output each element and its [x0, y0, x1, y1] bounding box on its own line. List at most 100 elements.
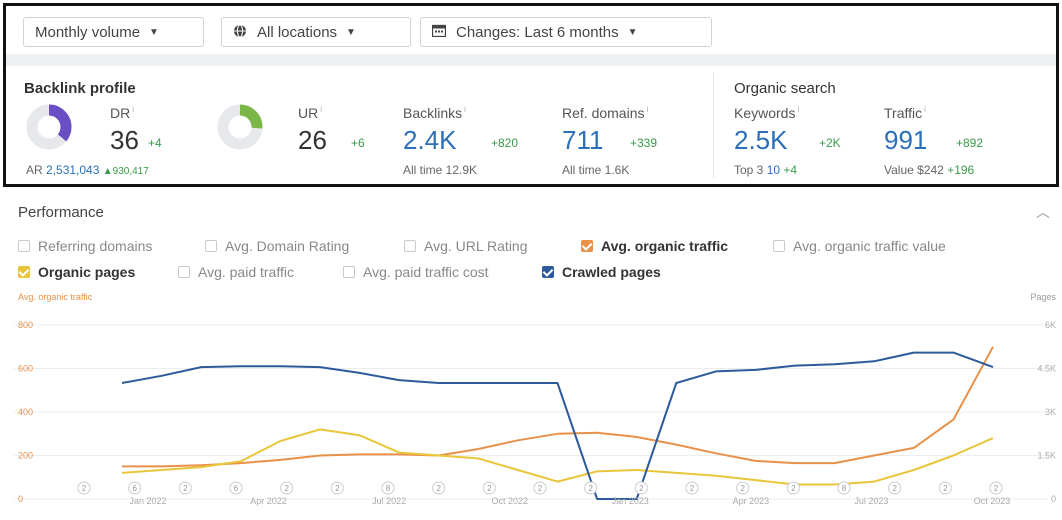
legend-label: Avg. organic traffic: [601, 238, 729, 254]
monthly-volume-dropdown[interactable]: Monthly volume ▼: [23, 17, 204, 47]
keywords-label: Keywords i: [734, 105, 800, 121]
ref-domains-delta: +339: [630, 136, 658, 150]
info-icon[interactable]: i: [132, 105, 135, 115]
annotation-marker-label: 2: [639, 484, 644, 493]
annotation-marker: [584, 481, 598, 495]
info-icon[interactable]: i: [646, 105, 649, 115]
y-right-tick-label: 0: [1051, 494, 1056, 504]
annotation-marker: [634, 481, 648, 495]
annotation-marker: [432, 481, 446, 495]
legend-item-avg-paid-traffic-cost[interactable]: Avg. paid traffic cost: [343, 264, 489, 280]
annotation-marker: [280, 481, 294, 495]
chevron-up-icon[interactable]: ︿: [1036, 204, 1050, 220]
locations-label: All locations: [257, 23, 338, 41]
annotation-marker-label: 2: [284, 484, 289, 493]
performance-title: Performance: [18, 204, 104, 221]
globe-icon: [233, 24, 247, 41]
y-right-tick-label: 6K: [1045, 320, 1056, 330]
checkbox-checked-icon[interactable]: [18, 266, 30, 278]
annotation-marker: [685, 481, 699, 495]
annotation-marker-label: 2: [183, 484, 188, 493]
top3-row: Top 3 10 +4: [734, 163, 797, 177]
annotation-marker: [381, 481, 395, 495]
annotation-marker-label: 2: [588, 484, 593, 493]
legend-item-organic-pages[interactable]: Organic pages: [18, 264, 135, 280]
annotation-marker: [736, 481, 750, 495]
x-tick-label: Apr 2023: [733, 496, 770, 506]
checkbox-icon[interactable]: [404, 240, 416, 252]
annotation-marker-label: 2: [82, 484, 87, 493]
dr-donut: [26, 104, 72, 150]
right-axis-title: Pages: [1030, 292, 1056, 302]
left-axis-title: Avg. organic traffic: [18, 292, 93, 302]
checkbox-checked-icon[interactable]: [542, 266, 554, 278]
top3-value[interactable]: 10: [766, 163, 781, 177]
dr-delta: +4: [148, 136, 162, 150]
x-tick-label: Jan 2023: [612, 496, 649, 506]
legend-item-avg-domain-rating[interactable]: Avg. Domain Rating: [205, 238, 349, 254]
backlinks-label: Backlinks i: [403, 105, 466, 121]
y-left-tick-label: 200: [18, 451, 33, 461]
traffic-value-row: Value $242 +196: [884, 163, 974, 177]
traffic-delta: +892: [956, 136, 984, 150]
y-left-tick-label: 800: [18, 320, 33, 330]
metrics-row: Backlink profile DR i 36 +4 AR 2,531,043 …: [6, 66, 1056, 184]
info-icon[interactable]: i: [320, 105, 323, 115]
checkbox-icon[interactable]: [773, 240, 785, 252]
top3-label: Top 3: [734, 163, 764, 177]
annotation-marker-label: 6: [234, 484, 239, 493]
annotation-marker: [229, 481, 243, 495]
y-left-tick-label: 0: [18, 494, 23, 504]
info-icon[interactable]: i: [924, 105, 926, 115]
backlinks-value[interactable]: 2.4K: [403, 125, 457, 155]
legend-item-referring-domains[interactable]: Referring domains: [18, 238, 152, 254]
annotation-marker-label: 2: [487, 484, 492, 493]
changes-label: Changes: Last 6 months: [456, 23, 619, 41]
changes-dropdown[interactable]: Changes: Last 6 months ▼: [420, 17, 712, 47]
checkbox-icon[interactable]: [205, 240, 217, 252]
value-amount: $242: [917, 163, 944, 177]
checkbox-icon[interactable]: [343, 266, 355, 278]
ur-delta: +6: [351, 136, 365, 150]
info-icon[interactable]: i: [797, 105, 800, 115]
annotation-marker-label: 2: [690, 484, 695, 493]
annotation-marker: [533, 481, 547, 495]
legend-item-avg-organic-traffic[interactable]: Avg. organic traffic: [581, 238, 728, 254]
annotation-marker-label: 2: [538, 484, 543, 493]
x-tick-label: Jan 2022: [129, 496, 166, 506]
series-line-avg-organic-traffic: [122, 346, 994, 468]
annotation-marker: [482, 481, 496, 495]
traffic-label: Traffic i: [884, 105, 926, 121]
info-icon[interactable]: i: [464, 105, 466, 115]
x-tick-label: Oct 2022: [491, 496, 528, 506]
annotation-marker: [330, 481, 344, 495]
annotation-marker: [786, 481, 800, 495]
value-delta: +196: [947, 163, 975, 177]
annotation-marker-label: 2: [791, 484, 796, 493]
y-left-tick-label: 400: [18, 407, 33, 417]
legend-item-crawled-pages[interactable]: Crawled pages: [542, 264, 661, 280]
checkbox-checked-icon[interactable]: [581, 240, 593, 252]
legend-label: Avg. URL Rating: [424, 238, 528, 254]
legend-item-avg-organic-traffic-value[interactable]: Avg. organic traffic value: [773, 238, 946, 254]
checkbox-icon[interactable]: [18, 240, 30, 252]
ur-donut: [217, 104, 263, 150]
ref-domains-label: Ref. domains i: [562, 105, 649, 121]
annotation-marker-label: 2: [994, 484, 999, 493]
annotation-marker-label: 2: [892, 484, 897, 493]
legend-label: Avg. organic traffic value: [793, 238, 946, 254]
calendar-icon: [431, 24, 447, 40]
traffic-value[interactable]: 991: [884, 125, 928, 155]
locations-dropdown[interactable]: All locations ▼: [221, 17, 411, 47]
checkbox-icon[interactable]: [178, 266, 190, 278]
chevron-down-icon: ▼: [149, 26, 159, 38]
ur-label: UR i: [298, 105, 323, 121]
legend-label: Organic pages: [38, 264, 136, 280]
legend-item-avg-paid-traffic[interactable]: Avg. paid traffic: [178, 264, 294, 280]
keywords-value[interactable]: 2.5K: [734, 125, 788, 155]
ar-value[interactable]: 2,531,043: [46, 163, 100, 177]
ref-domains-value[interactable]: 711: [562, 125, 604, 155]
legend-item-avg-url-rating[interactable]: Avg. URL Rating: [404, 238, 528, 254]
y-right-tick-label: 1.5K: [1037, 451, 1056, 461]
chevron-down-icon: ▼: [346, 26, 356, 38]
